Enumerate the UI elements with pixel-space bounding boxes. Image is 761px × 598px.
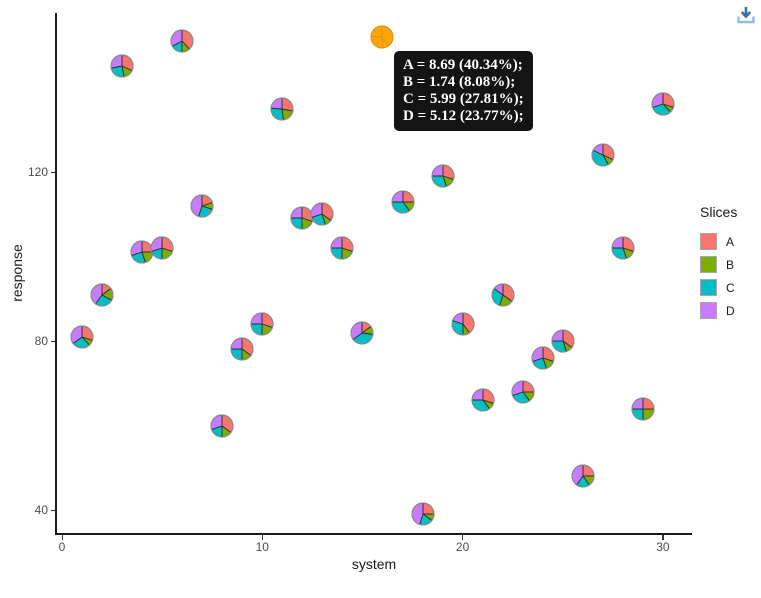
pie-outline	[471, 388, 495, 412]
legend-entry-a: A	[700, 230, 761, 253]
pie-outline	[110, 54, 134, 78]
pie-outline	[431, 164, 455, 188]
pie-marker[interactable]	[349, 320, 375, 346]
legend-entry-d: D	[700, 299, 761, 322]
pie-marker[interactable]	[390, 189, 416, 215]
pie-outline	[531, 346, 555, 370]
pie-marker[interactable]	[470, 387, 496, 413]
pie-marker[interactable]	[189, 193, 215, 219]
legend-label-a: A	[726, 234, 735, 249]
pie-outline	[551, 329, 575, 353]
pie-marker[interactable]	[430, 163, 456, 189]
download-icon	[735, 7, 757, 29]
pie-marker[interactable]	[610, 235, 636, 261]
x-tick-mark	[662, 535, 664, 540]
tooltip-line-b: B = 1.74 (8.08%);	[403, 74, 516, 90]
pie-outline	[631, 397, 655, 421]
pie-outline	[270, 97, 294, 121]
pie-marker-highlighted[interactable]	[369, 24, 395, 50]
pie-outline	[70, 325, 94, 349]
legend-label-c: C	[726, 280, 735, 295]
pie-outline	[230, 337, 254, 361]
pie-marker[interactable]	[269, 96, 295, 122]
pie-marker[interactable]	[249, 311, 275, 337]
pie-marker[interactable]	[109, 53, 135, 79]
y-axis-title: response	[9, 244, 25, 302]
pie-marker[interactable]	[329, 235, 355, 261]
x-tick-mark	[261, 535, 264, 540]
y-tick-label: 80	[34, 334, 48, 348]
pie-outline	[591, 143, 615, 167]
y-axis-line	[55, 13, 57, 534]
pie-marker[interactable]	[129, 239, 155, 265]
pie-slice-c	[270, 107, 285, 121]
y-tick-mark	[50, 340, 55, 342]
pie-outline	[150, 236, 174, 260]
tooltip-line-a: A = 8.69 (40.34%);	[403, 57, 523, 73]
legend-label-d: D	[726, 303, 735, 318]
download-button[interactable]	[733, 3, 759, 29]
pie-outline	[391, 190, 414, 214]
tooltip-line-c: C = 5.99 (27.81%);	[403, 91, 524, 107]
pie-outline	[250, 312, 274, 336]
pie-marker[interactable]	[209, 413, 235, 439]
y-tick-label: 120	[27, 165, 48, 179]
pie-marker[interactable]	[570, 463, 596, 489]
legend-entry-c: C	[700, 276, 761, 299]
y-tick-mark	[50, 509, 55, 511]
pie-outline	[511, 380, 535, 404]
pie-outline	[310, 202, 334, 226]
pie-outline	[571, 464, 595, 488]
pie-outline	[350, 321, 374, 345]
pie-outline	[451, 312, 475, 336]
y-tick-mark	[50, 171, 55, 173]
pie-outline	[190, 194, 214, 218]
legend-swatch-b	[700, 256, 717, 273]
tooltip-line-d: D = 5.12 (23.77%);	[403, 108, 524, 124]
legend-swatch-a	[700, 233, 717, 250]
pie-marker[interactable]	[149, 235, 175, 261]
pie-marker[interactable]	[650, 91, 676, 117]
pie-outline	[651, 92, 675, 116]
x-tick-label: 20	[455, 540, 470, 554]
pie-marker[interactable]	[410, 501, 436, 527]
x-axis-line	[55, 533, 692, 535]
pie-marker[interactable]	[69, 324, 95, 350]
x-tick-label: 30	[656, 540, 670, 554]
pie-marker[interactable]	[630, 396, 656, 422]
legend-entry-b: B	[700, 253, 761, 276]
pie-marker[interactable]	[169, 28, 195, 54]
pie-outline	[411, 502, 435, 526]
legend-swatch-d	[700, 302, 717, 319]
pie-marker[interactable]	[550, 328, 576, 354]
pie-outline	[370, 25, 394, 49]
y-tick-label: 40	[34, 503, 48, 517]
pie-outline	[491, 283, 515, 307]
x-tick-label: 10	[255, 540, 269, 554]
legend: Slices A B C D	[700, 204, 761, 322]
x-tick-label: 0	[58, 540, 66, 554]
pie-outline	[170, 29, 194, 53]
pie-marker[interactable]	[229, 336, 255, 362]
pie-marker[interactable]	[89, 282, 115, 308]
pie-outline	[90, 283, 114, 307]
pie-slice-c	[371, 35, 385, 49]
pie-outline	[611, 236, 635, 260]
pie-outline	[210, 414, 234, 437]
pie-marker[interactable]	[309, 201, 335, 227]
pie-marker[interactable]	[490, 282, 516, 308]
hover-tooltip: A = 8.69 (40.34%); B = 1.74 (8.08%); C =…	[394, 51, 533, 131]
legend-swatch-c	[700, 279, 717, 296]
pie-marker[interactable]	[510, 379, 536, 405]
x-axis-title: system	[351, 556, 397, 572]
x-tick-mark	[61, 535, 63, 540]
legend-title: Slices	[700, 204, 738, 220]
legend-label-b: B	[726, 257, 735, 272]
pie-marker[interactable]	[450, 311, 476, 337]
pie-marker[interactable]	[530, 345, 556, 371]
pie-outline	[330, 236, 354, 260]
x-tick-mark	[462, 535, 464, 540]
pie-marker[interactable]	[590, 142, 616, 168]
